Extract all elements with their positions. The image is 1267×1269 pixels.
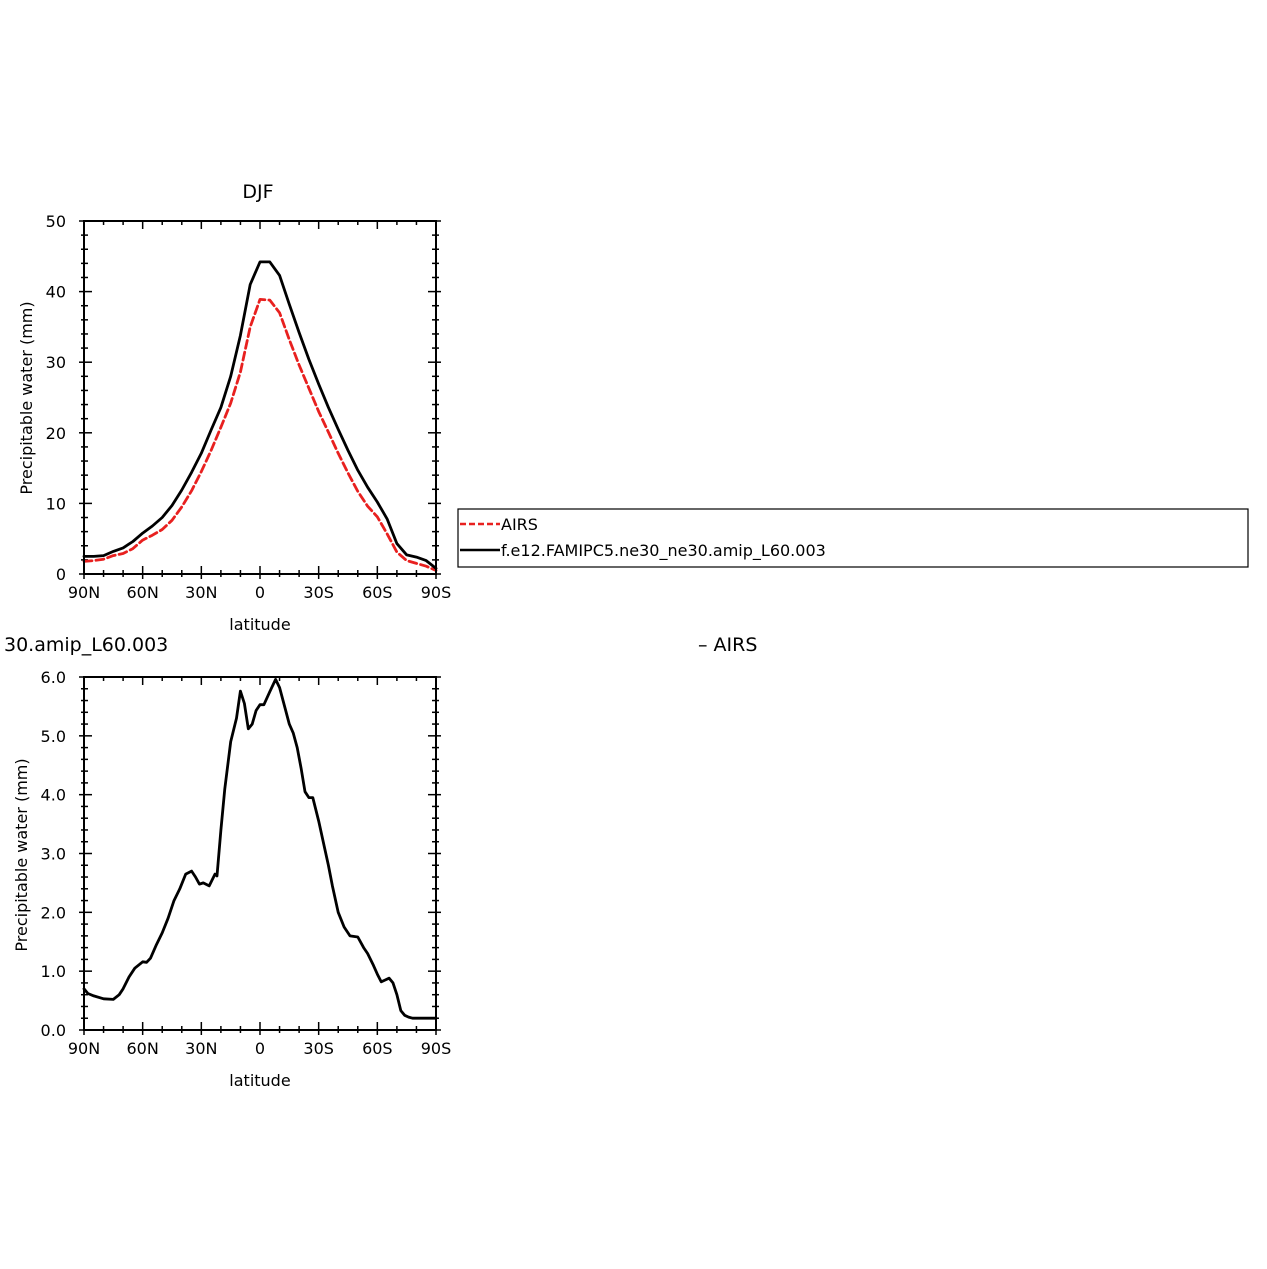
- y-tick-label: 50: [46, 212, 66, 231]
- panel-2-frame: [83, 676, 437, 1031]
- y-tick-label: 10: [46, 494, 66, 513]
- panel-1-xlabel: latitude: [229, 615, 290, 634]
- x-tick-label: 30N: [185, 583, 217, 602]
- x-tick-label: 90S: [421, 583, 452, 602]
- y-tick-label: 20: [46, 424, 66, 443]
- y-tick-label: 4.0: [41, 786, 66, 805]
- panel-2-xlabel: latitude: [229, 1071, 290, 1090]
- y-tick-label: 5.0: [41, 727, 66, 746]
- y-tick-label: 6.0: [41, 668, 66, 687]
- legend-box: [457, 508, 1249, 568]
- y-tick-label: 30: [46, 353, 66, 372]
- x-tick-label: 90N: [68, 583, 100, 602]
- x-tick-label: 90S: [421, 1039, 452, 1058]
- x-tick-label: 30N: [185, 1039, 217, 1058]
- series-line-panel-2: [82, 678, 438, 1020]
- x-tick-label: 0: [255, 1039, 265, 1058]
- panel-difference: 30.amip_L60.003 – AIRS 90N 60N 30N 0 30S 60S 9…: [4, 634, 757, 1090]
- panel-1-series: [82, 260, 438, 572]
- legend: AIRS f.e12.FAMIPC5.ne30_ne30.amip_L60.00…: [457, 508, 1249, 568]
- x-tick-label: 30S: [303, 583, 334, 602]
- panel-1-ylabel: Precipitable water (mm): [17, 301, 36, 494]
- series-line-airs: [82, 297, 438, 572]
- panel-2-series: [82, 678, 438, 1020]
- y-tick-label: 40: [46, 283, 66, 302]
- panel-2-title: 30.amip_L60.003: [4, 634, 168, 656]
- y-tick-label: 0: [56, 565, 66, 584]
- x-tick-label: 30S: [303, 1039, 334, 1058]
- panel-djf: DJF 90N 60N 30N 0 30S 60S 90S 0 10 20 30 40 50 latit…: [17, 181, 451, 634]
- legend-airs-label: AIRS: [501, 515, 538, 534]
- y-tick-label: 3.0: [41, 845, 66, 864]
- y-tick-label: 0.0: [41, 1021, 66, 1040]
- x-tick-label: 90N: [68, 1039, 100, 1058]
- y-tick-label: 2.0: [41, 903, 66, 922]
- panel-2-subtitle-right: – AIRS: [698, 634, 757, 656]
- panel-1-frame: [83, 220, 437, 575]
- y-tick-label: 1.0: [41, 962, 66, 981]
- legend-model-label: f.e12.FAMIPC5.ne30_ne30.amip_L60.003: [501, 541, 826, 561]
- panel-1-title: DJF: [242, 181, 273, 203]
- x-tick-label: 60N: [127, 583, 159, 602]
- panel-2-ylabel: Precipitable water (mm): [12, 758, 31, 951]
- x-tick-label: 60S: [362, 583, 393, 602]
- x-tick-label: 60S: [362, 1039, 393, 1058]
- series-line-f-e12-famipc5-ne30-ne30-amip-l60-003: [82, 260, 438, 570]
- x-tick-label: 60N: [127, 1039, 159, 1058]
- x-tick-label: 0: [255, 583, 265, 602]
